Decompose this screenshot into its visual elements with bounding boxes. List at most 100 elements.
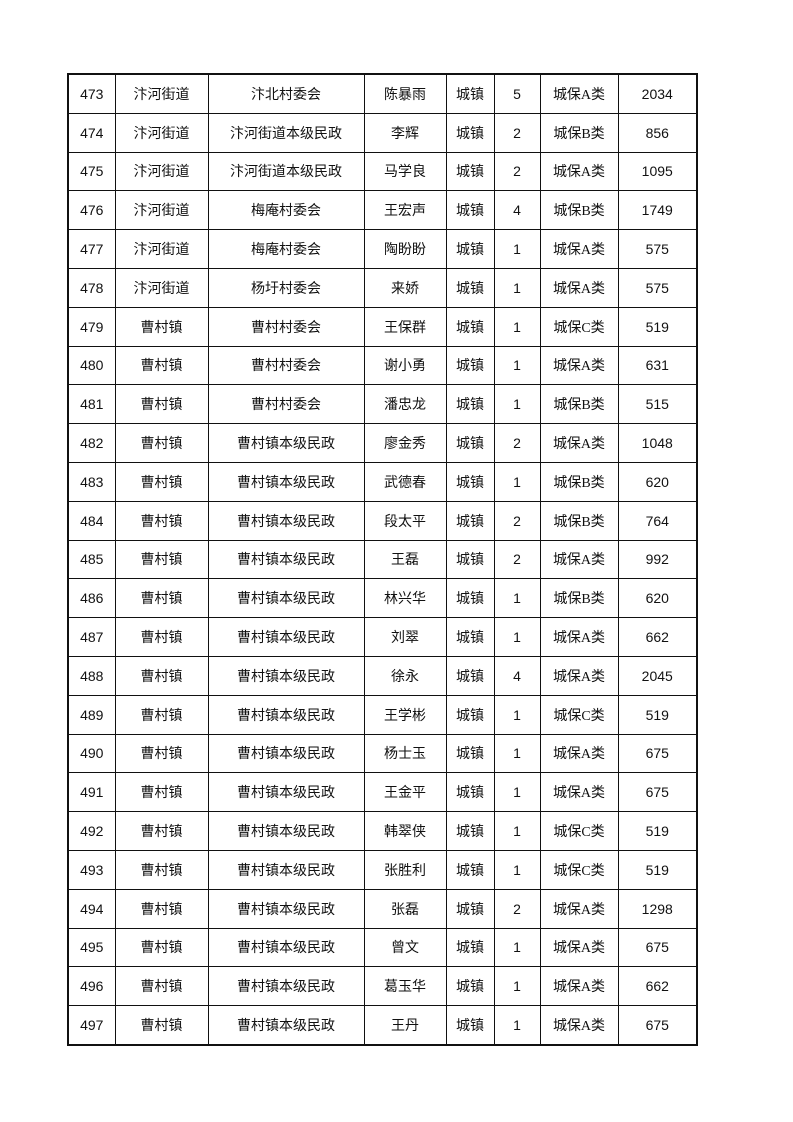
cell-row-number: 483	[67, 461, 116, 502]
data-table: 473 汴河街道 汴北村委会 陈暴雨 城镇 5 城保A类 2034 474 汴河街道 汴河街道本级民…	[67, 73, 698, 1046]
cell-committee: 曹村镇本级民政	[207, 772, 365, 813]
table-row: 496 曹村镇 曹村镇本级民政 葛玉华 城镇 1 城保A类 662	[67, 966, 698, 1007]
cell-row-number: 479	[67, 306, 116, 347]
cell-area-type: 城镇	[445, 267, 495, 308]
cell-area-type: 城镇	[445, 539, 495, 580]
cell-street: 曹村镇	[114, 539, 209, 580]
cell-committee: 曹村镇本级民政	[207, 617, 365, 657]
table-row: 495 曹村镇 曹村镇本级民政 曾文 城镇 1 城保A类 675	[67, 927, 698, 968]
cell-row-number: 477	[67, 229, 116, 269]
cell-row-number: 490	[67, 733, 116, 774]
cell-category: 城保A类	[539, 539, 619, 580]
cell-row-number: 492	[67, 811, 116, 851]
cell-person-name: 张胜利	[363, 849, 447, 890]
cell-category: 城保C类	[539, 694, 619, 735]
cell-person-name: 韩翠侠	[363, 811, 447, 851]
cell-street: 曹村镇	[114, 384, 209, 425]
cell-person-name: 王金平	[363, 772, 447, 813]
cell-amount: 1298	[617, 888, 698, 929]
cell-area-type: 城镇	[445, 500, 495, 541]
cell-committee: 曹村镇本级民政	[207, 1005, 365, 1046]
table-row: 494 曹村镇 曹村镇本级民政 张磊 城镇 2 城保A类 1298	[67, 888, 698, 929]
cell-street: 曹村镇	[114, 811, 209, 851]
cell-person-name: 廖金秀	[363, 423, 447, 463]
cell-amount: 662	[617, 617, 698, 657]
cell-category: 城保A类	[539, 733, 619, 774]
table-row: 493 曹村镇 曹村镇本级民政 张胜利 城镇 1 城保C类 519	[67, 849, 698, 890]
cell-amount: 2034	[617, 73, 698, 114]
cell-committee: 曹村镇本级民政	[207, 423, 365, 463]
cell-area-type: 城镇	[445, 966, 495, 1007]
cell-row-number: 497	[67, 1005, 116, 1046]
cell-row-number: 493	[67, 849, 116, 890]
cell-area-type: 城镇	[445, 345, 495, 386]
cell-category: 城保A类	[539, 151, 619, 192]
cell-person-name: 武德春	[363, 461, 447, 502]
cell-street: 汴河街道	[114, 229, 209, 269]
cell-row-number: 475	[67, 151, 116, 192]
cell-amount: 675	[617, 1005, 698, 1046]
cell-committee: 曹村村委会	[207, 345, 365, 386]
cell-amount: 1048	[617, 423, 698, 463]
cell-street: 曹村镇	[114, 617, 209, 657]
cell-street: 曹村镇	[114, 423, 209, 463]
cell-category: 城保A类	[539, 888, 619, 929]
cell-street: 曹村镇	[114, 733, 209, 774]
cell-household-size: 2	[493, 888, 541, 929]
cell-category: 城保A类	[539, 73, 619, 114]
table-row: 488 曹村镇 曹村镇本级民政 徐永 城镇 4 城保A类 2045	[67, 655, 698, 696]
cell-category: 城保A类	[539, 927, 619, 968]
cell-row-number: 473	[67, 73, 116, 114]
cell-category: 城保B类	[539, 461, 619, 502]
cell-amount: 575	[617, 267, 698, 308]
cell-person-name: 陶盼盼	[363, 229, 447, 269]
cell-category: 城保A类	[539, 655, 619, 696]
cell-category: 城保A类	[539, 423, 619, 463]
cell-amount: 631	[617, 345, 698, 386]
cell-committee: 曹村村委会	[207, 384, 365, 425]
cell-household-size: 1	[493, 267, 541, 308]
cell-household-size: 1	[493, 733, 541, 774]
cell-row-number: 489	[67, 694, 116, 735]
cell-row-number: 476	[67, 190, 116, 231]
cell-person-name: 刘翠	[363, 617, 447, 657]
cell-amount: 620	[617, 578, 698, 619]
cell-amount: 764	[617, 500, 698, 541]
cell-row-number: 496	[67, 966, 116, 1007]
cell-amount: 856	[617, 112, 698, 153]
cell-committee: 曹村镇本级民政	[207, 539, 365, 580]
cell-row-number: 478	[67, 267, 116, 308]
cell-row-number: 481	[67, 384, 116, 425]
cell-area-type: 城镇	[445, 73, 495, 114]
cell-household-size: 4	[493, 655, 541, 696]
cell-amount: 675	[617, 733, 698, 774]
cell-person-name: 谢小勇	[363, 345, 447, 386]
cell-household-size: 1	[493, 694, 541, 735]
cell-street: 曹村镇	[114, 966, 209, 1007]
cell-person-name: 林兴华	[363, 578, 447, 619]
cell-household-size: 1	[493, 849, 541, 890]
cell-area-type: 城镇	[445, 306, 495, 347]
cell-street: 曹村镇	[114, 461, 209, 502]
cell-amount: 675	[617, 927, 698, 968]
cell-committee: 曹村镇本级民政	[207, 578, 365, 619]
cell-amount: 519	[617, 811, 698, 851]
cell-category: 城保C类	[539, 306, 619, 347]
cell-household-size: 1	[493, 1005, 541, 1046]
cell-person-name: 杨士玉	[363, 733, 447, 774]
cell-category: 城保A类	[539, 1005, 619, 1046]
cell-committee: 曹村镇本级民政	[207, 927, 365, 968]
cell-category: 城保B类	[539, 190, 619, 231]
cell-row-number: 474	[67, 112, 116, 153]
cell-category: 城保A类	[539, 229, 619, 269]
cell-person-name: 王丹	[363, 1005, 447, 1046]
cell-row-number: 487	[67, 617, 116, 657]
table-row: 475 汴河街道 汴河街道本级民政 马学良 城镇 2 城保A类 1095	[67, 151, 698, 192]
table-row: 477 汴河街道 梅庵村委会 陶盼盼 城镇 1 城保A类 575	[67, 229, 698, 269]
cell-area-type: 城镇	[445, 617, 495, 657]
cell-area-type: 城镇	[445, 384, 495, 425]
table-row: 497 曹村镇 曹村镇本级民政 王丹 城镇 1 城保A类 675	[67, 1005, 698, 1046]
cell-area-type: 城镇	[445, 772, 495, 813]
cell-row-number: 480	[67, 345, 116, 386]
cell-person-name: 潘忠龙	[363, 384, 447, 425]
